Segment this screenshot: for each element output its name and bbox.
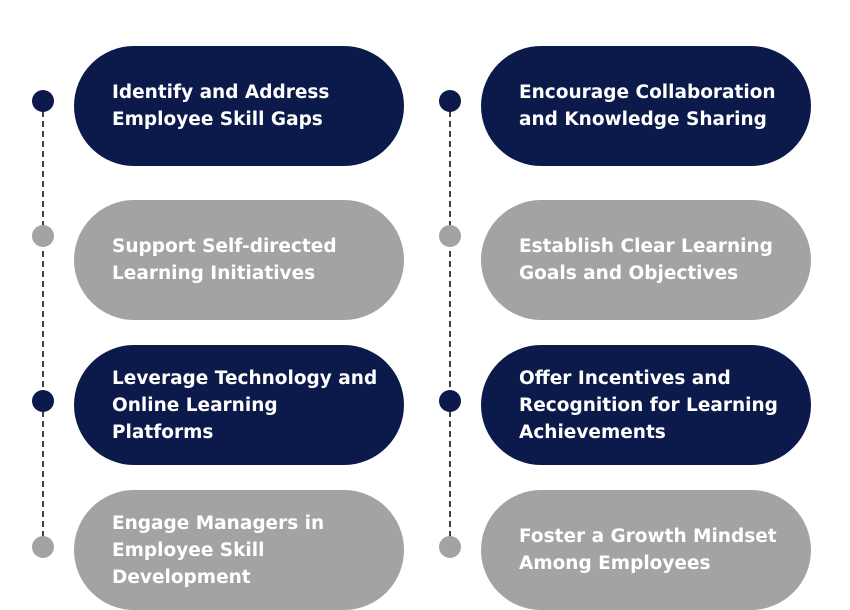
- left-step-card-4: Engage Managers in Employee Skill Develo…: [74, 490, 404, 610]
- left-step-label-4: Engage Managers in Employee Skill Develo…: [112, 512, 325, 588]
- left-step-label-3: Leverage Technology and Online Learning …: [112, 367, 378, 443]
- right-timeline-column: Encourage Collaboration and Knowledge Sh…: [437, 0, 811, 610]
- left-dashed-connector: [42, 101, 44, 547]
- left-timeline-dot-1: [32, 90, 54, 112]
- right-step-card-2: Establish Clear Learning Goals and Objec…: [481, 200, 811, 320]
- left-step-card-3: Leverage Technology and Online Learning …: [74, 345, 404, 465]
- right-timeline-dot-1: [439, 90, 461, 112]
- left-timeline-dot-4: [32, 536, 54, 558]
- left-step-card-1: Identify and Address Employee Skill Gaps: [74, 46, 404, 166]
- right-timeline-dot-3: [439, 390, 461, 412]
- left-step-card-2: Support Self-directed Learning Initiativ…: [74, 200, 404, 320]
- left-timeline-dot-3: [32, 390, 54, 412]
- right-dashed-connector: [449, 101, 451, 547]
- left-step-label-2: Support Self-directed Learning Initiativ…: [112, 236, 337, 284]
- right-timeline-dot-2: [439, 225, 461, 247]
- right-step-card-1: Encourage Collaboration and Knowledge Sh…: [481, 46, 811, 166]
- right-timeline-dot-4: [439, 536, 461, 558]
- left-timeline-dot-2: [32, 225, 54, 247]
- left-step-label-1: Identify and Address Employee Skill Gaps: [112, 82, 330, 130]
- right-step-card-3: Offer Incentives and Recognition for Lea…: [481, 345, 811, 465]
- right-step-label-4: Foster a Growth Mindset Among Employees: [519, 526, 777, 574]
- left-timeline-column: Identify and Address Employee Skill Gaps…: [30, 0, 404, 610]
- right-step-label-3: Offer Incentives and Recognition for Lea…: [519, 367, 778, 443]
- right-step-label-1: Encourage Collaboration and Knowledge Sh…: [519, 82, 776, 130]
- right-step-card-4: Foster a Growth Mindset Among Employees: [481, 490, 811, 610]
- right-step-label-2: Establish Clear Learning Goals and Objec…: [519, 236, 773, 284]
